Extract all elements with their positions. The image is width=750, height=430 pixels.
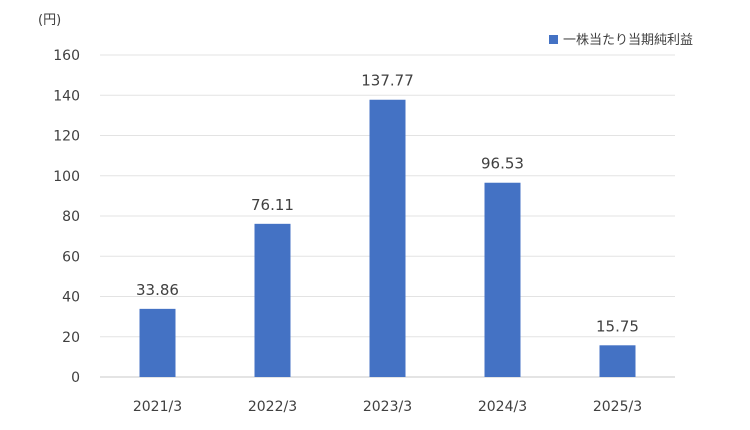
legend-label: 一株当たり当期純利益 [563,33,693,48]
y-tick-label: 60 [62,249,80,265]
bar-value-label: 15.75 [596,317,639,335]
bar-value-label: 137.77 [361,72,414,90]
y-axis-ticks: 0 20 40 60 80 100 120 140 160 [53,48,80,386]
y-tick-label: 0 [71,370,80,386]
bars [139,99,636,377]
y-axis-unit-label: (円) [38,13,61,28]
x-tick-label: 2025/3 [593,399,642,415]
bar [139,308,176,377]
y-tick-label: 100 [53,169,80,185]
bar-value-label: 33.86 [136,281,179,299]
legend: 一株当たり当期純利益 [549,33,693,48]
x-tick-label: 2022/3 [248,399,297,415]
bar [369,99,406,377]
legend-swatch [549,35,558,44]
y-tick-label: 80 [62,209,80,225]
x-axis-ticks: 2021/3 2022/3 2023/3 2024/3 2025/3 [133,399,642,415]
y-tick-label: 120 [53,129,80,145]
y-tick-label: 40 [62,290,80,306]
y-tick-label: 140 [53,88,80,104]
bar-value-label: 76.11 [251,196,294,214]
y-tick-label: 20 [62,330,80,346]
x-tick-label: 2023/3 [363,399,412,415]
data-labels: 33.86 76.11 137.77 96.53 15.75 [136,72,639,336]
x-tick-label: 2024/3 [478,399,527,415]
x-tick-label: 2021/3 [133,399,182,415]
y-tick-label: 160 [53,48,80,64]
bar [254,223,291,377]
bar [484,182,521,377]
bar-value-label: 96.53 [481,155,524,173]
bar [599,345,636,377]
